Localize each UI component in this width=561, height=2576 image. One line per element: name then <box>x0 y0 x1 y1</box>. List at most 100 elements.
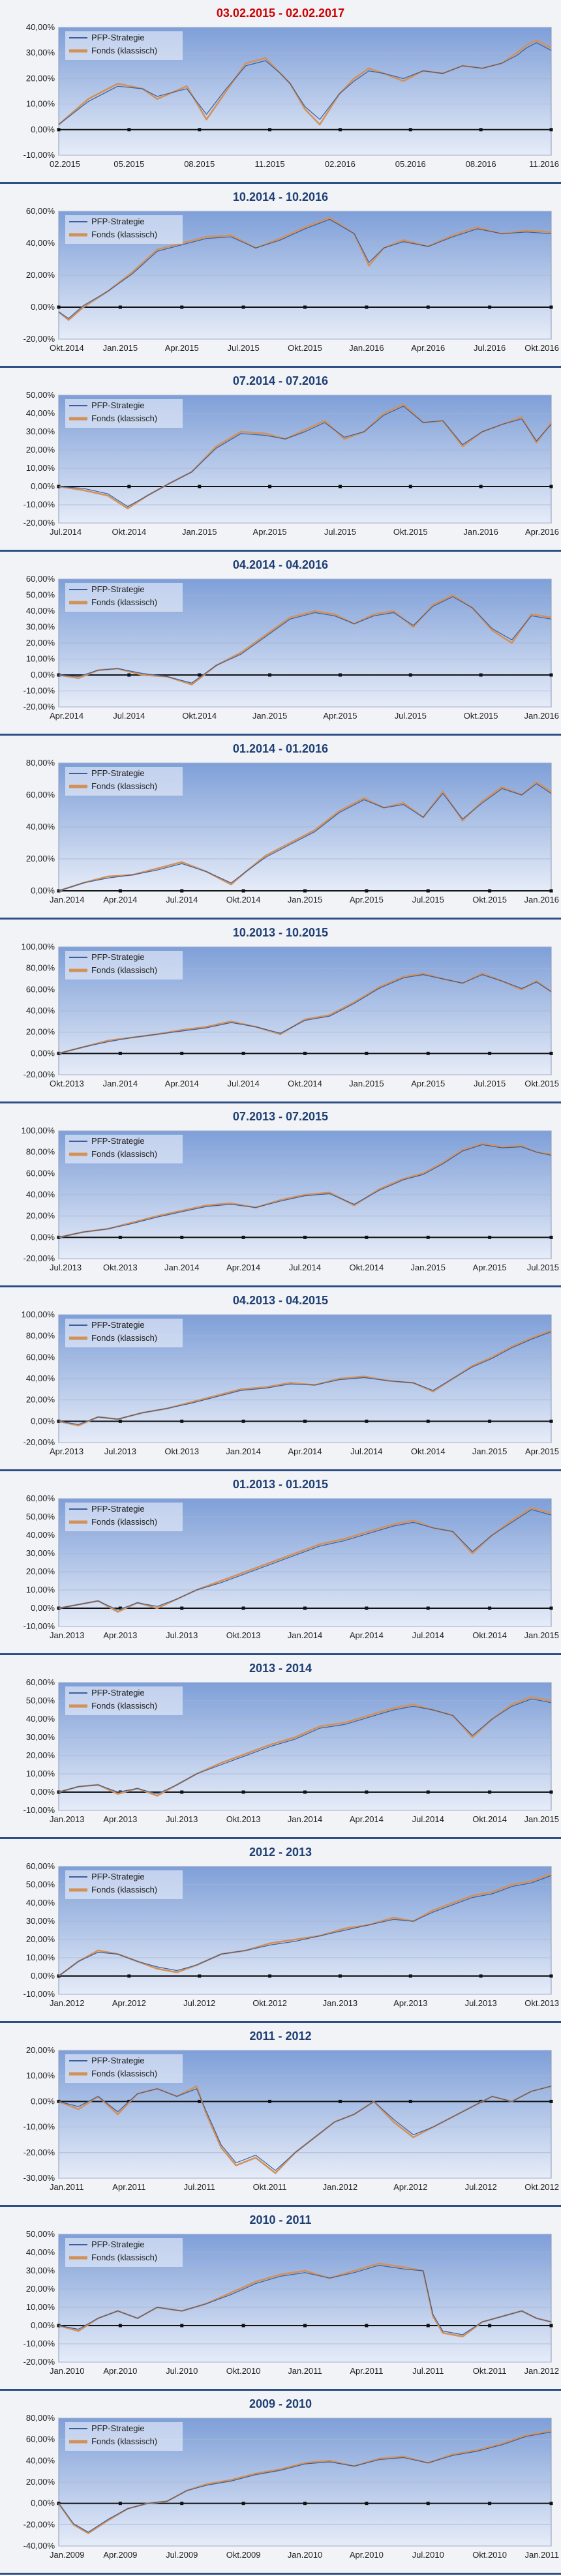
x-tick-label: Apr.2014 <box>350 1630 384 1640</box>
y-tick-label: 10,00% <box>26 2071 55 2080</box>
legend-label-fund: Fonds (klassisch) <box>91 2253 157 2262</box>
chart-svg: 100,00% 80,00% 60,00% 40,00% 20,00% 0,00% -20,… <box>22 1310 559 1456</box>
chart-svg: 50,00% 40,00% 30,00% 20,00% 10,00% 0,00% -10,0… <box>23 2229 560 2376</box>
series-line-fund <box>58 217 552 321</box>
x-tick-mark <box>127 128 131 132</box>
chart-svg: 60,00% 40,00% 20,00% 0,00% -20,00%Okt.2014 Ja… <box>23 206 559 353</box>
x-tick-label: Jan.2014 <box>226 1446 261 1456</box>
legend: PFP-Strategie Fonds (klassisch) <box>65 1319 183 1347</box>
legend-label-strategy: PFP-Strategie <box>91 2423 145 2433</box>
x-tick-label: Apr.2016 <box>525 527 559 537</box>
legend-box <box>65 767 183 796</box>
x-tick-mark <box>426 2502 430 2506</box>
y-tick-label: -40,00% <box>23 2541 55 2551</box>
x-tick-mark <box>268 128 272 132</box>
x-tick-label: Jul.2014 <box>113 711 145 721</box>
x-tick-mark <box>549 1235 553 1239</box>
y-tick-label: -10,00% <box>23 2122 55 2132</box>
x-tick-label: Jul.2015 <box>527 1263 559 1272</box>
y-tick-label: 30,00% <box>26 48 55 57</box>
y-tick-label: 30,00% <box>26 1548 55 1558</box>
legend-label-fund: Fonds (klassisch) <box>91 2436 157 2446</box>
x-tick-label: Okt.2015 <box>393 527 428 537</box>
series-line-strategy <box>58 2431 552 2533</box>
series-line-fund <box>58 1143 552 1238</box>
x-tick-label: Jul.2013 <box>166 1630 198 1640</box>
y-tick-label: 60,00% <box>26 1861 55 1871</box>
x-tick-label: Apr.2011 <box>112 2182 145 2192</box>
x-tick-label: Apr.2014 <box>226 1263 260 1272</box>
x-tick-mark <box>180 1051 184 1055</box>
x-tick-mark <box>241 1235 245 1239</box>
x-tick-mark <box>198 485 202 488</box>
x-tick-label: Okt.2013 <box>524 1998 559 2008</box>
x-tick-label: Apr.2013 <box>103 1630 137 1640</box>
x-tick-label: Jan.2012 <box>524 2366 560 2376</box>
legend-label-strategy: PFP-Strategie <box>91 2239 145 2249</box>
legend-box <box>65 1870 183 1899</box>
x-tick-mark <box>198 673 202 677</box>
x-tick-mark <box>549 485 553 488</box>
y-tick-label: 80,00% <box>26 2413 55 2423</box>
x-tick-label: Apr.2012 <box>393 2182 427 2192</box>
legend-label-fund: Fonds (klassisch) <box>91 2069 157 2078</box>
x-tick-label: Jul.2011 <box>412 2366 444 2376</box>
x-tick-label: Apr.2015 <box>165 343 199 353</box>
x-tick-mark <box>549 2502 553 2506</box>
chart-panel: 07.2013 - 07.2015 100,00% 80,00% 60,00% 40,0… <box>0 1103 561 1287</box>
y-tick-label: 20,00% <box>26 270 55 280</box>
x-tick-label: 08.2016 <box>466 159 496 169</box>
legend-label-fund: Fonds (klassisch) <box>91 413 157 423</box>
y-tick-label: -10,00% <box>23 500 55 509</box>
y-tick-label: 30,00% <box>26 622 55 632</box>
y-tick-label: 40,00% <box>26 1190 55 1199</box>
x-tick-mark <box>303 305 307 309</box>
x-tick-mark <box>408 2099 412 2103</box>
x-tick-mark <box>488 1051 492 1055</box>
y-tick-label: 60,00% <box>26 1677 55 1687</box>
y-tick-label: 0,00% <box>31 1971 55 1981</box>
y-tick-label: 60,00% <box>26 790 55 800</box>
y-tick-label: 0,00% <box>31 1048 55 1058</box>
x-tick-mark <box>549 305 553 309</box>
x-tick-mark <box>303 2324 307 2328</box>
x-tick-label: Apr.2013 <box>50 1446 83 1456</box>
x-tick-mark <box>57 2099 61 2103</box>
x-tick-label: Okt.2013 <box>226 1630 261 1640</box>
x-tick-mark <box>426 1606 430 1610</box>
legend: PFP-Strategie Fonds (klassisch) <box>65 215 183 244</box>
y-tick-label: 10,00% <box>26 99 55 109</box>
legend-label-strategy: PFP-Strategie <box>91 400 145 410</box>
x-tick-mark <box>408 673 412 677</box>
chart-panel: 10.2014 - 10.2016 60,00% 40,00% 20,00% 0,00%… <box>0 184 561 368</box>
x-tick-label: Jul.2014 <box>412 1814 444 1824</box>
x-tick-label: Okt.2009 <box>226 2550 261 2560</box>
x-tick-mark <box>426 1790 430 1794</box>
x-tick-mark <box>180 889 184 893</box>
x-tick-label: Jan.2014 <box>288 1814 323 1824</box>
x-tick-label: Jan.2016 <box>463 527 498 537</box>
y-tick-label: 10,00% <box>26 2302 55 2312</box>
legend-label-strategy: PFP-Strategie <box>91 1504 145 1514</box>
x-tick-mark <box>365 889 369 893</box>
x-tick-mark <box>268 485 272 488</box>
x-tick-mark <box>303 889 307 893</box>
series-line-strategy <box>58 1331 552 1425</box>
x-tick-label: Apr.2014 <box>288 1446 322 1456</box>
x-tick-mark <box>365 1051 369 1055</box>
x-tick-mark <box>426 1051 430 1055</box>
x-tick-label: Okt.2014 <box>411 1446 446 1456</box>
x-tick-label: 02.2015 <box>50 159 80 169</box>
x-tick-label: Okt.2014 <box>349 1263 384 1272</box>
x-tick-mark <box>549 2324 553 2328</box>
legend: PFP-Strategie Fonds (klassisch) <box>65 1870 183 1899</box>
x-tick-mark <box>241 2324 245 2328</box>
x-tick-mark <box>488 1790 492 1794</box>
chart-panel: 2011 - 2012 20,00% 10,00% 0,00% -10,00% -20,0… <box>0 2023 561 2207</box>
y-tick-label: -10,00% <box>23 1805 55 1815</box>
x-tick-label: Jan.2012 <box>50 1998 85 2008</box>
chart-svg: 20,00%10,00%0,00%-10,00%-20,00%-30,00%Ja… <box>23 2045 559 2192</box>
y-tick-label: 10,00% <box>26 654 55 664</box>
x-tick-label: Okt.2010 <box>226 2366 261 2376</box>
x-tick-mark <box>180 1790 184 1794</box>
